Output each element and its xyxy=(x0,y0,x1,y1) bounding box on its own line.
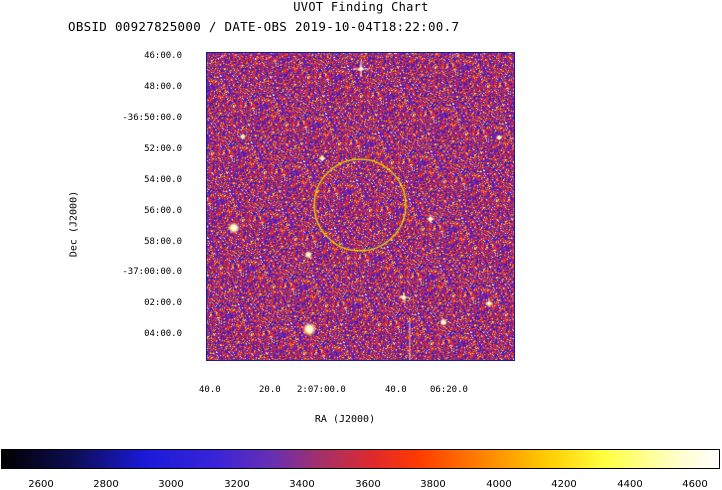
y-axis-label: Dec (J2000) xyxy=(68,190,80,258)
ra-tick-label: 40.0 xyxy=(385,385,407,395)
colorbar-tick-label: 4200 xyxy=(551,479,577,490)
colorbar-tick-label: 3800 xyxy=(420,479,446,490)
colorbar-tick-label: 4000 xyxy=(486,479,512,490)
dec-tick-label: 52:00.0 xyxy=(144,144,182,154)
sky-image[interactable] xyxy=(206,52,515,361)
dec-tick-label: 58:00.0 xyxy=(144,237,182,247)
x-axis-label: RA (J2000) xyxy=(314,414,376,425)
ra-tick-label: 06:20.0 xyxy=(430,385,468,395)
dec-tick-label: 46:00.0 xyxy=(144,51,182,61)
dec-tick-label: -37:00:00.0 xyxy=(122,267,182,277)
dec-tick-label: 48:00.0 xyxy=(144,82,182,92)
dec-tick-label: 02:00.0 xyxy=(144,298,182,308)
colorbar-tick-label: 3200 xyxy=(224,479,250,490)
colorbar-tick-label: 3000 xyxy=(158,479,184,490)
colorbar-tick-label: 4400 xyxy=(617,479,643,490)
dec-tick-label: 56:00.0 xyxy=(144,206,182,216)
colorbar-tick-label: 2600 xyxy=(28,479,54,490)
ra-tick-label: 2:07:00.0 xyxy=(297,385,346,395)
colorbar xyxy=(1,449,720,469)
dec-tick-label: -36:50:00.0 xyxy=(122,113,182,123)
dec-tick-label: 54:00.0 xyxy=(144,175,182,185)
chart-title: UVOT Finding Chart xyxy=(293,0,429,14)
ra-tick-label: 20.0 xyxy=(259,385,281,395)
colorbar-tick-label: 3600 xyxy=(355,479,381,490)
dec-tick-label: 04:00.0 xyxy=(144,329,182,339)
chart-subtitle: OBSID 00927825000 / DATE-OBS 2019-10-04T… xyxy=(68,19,460,34)
colorbar-tick-label: 3400 xyxy=(289,479,315,490)
colorbar-tick-label: 4600 xyxy=(682,479,708,490)
ra-tick-label: 40.0 xyxy=(199,385,221,395)
colorbar-tick-label: 2800 xyxy=(93,479,119,490)
